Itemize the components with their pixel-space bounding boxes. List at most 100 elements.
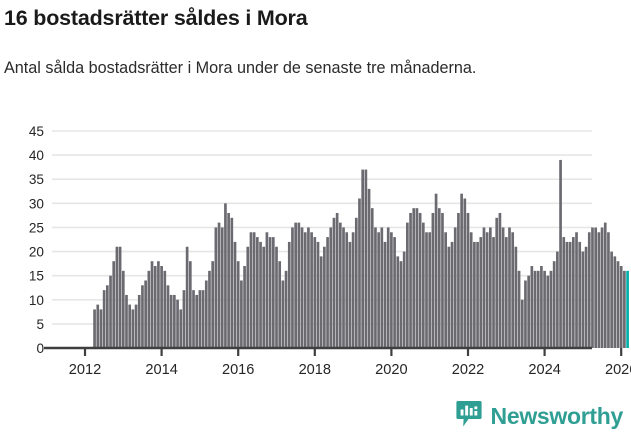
bar: [619, 266, 623, 348]
bar: [457, 212, 460, 348]
bar: [578, 241, 582, 348]
bar: [421, 222, 425, 348]
bar: [587, 232, 591, 348]
bar: [185, 246, 189, 348]
bar: [153, 266, 157, 348]
y-axis-tick-label: 10: [29, 293, 45, 308]
bar: [243, 266, 246, 348]
bar: [265, 232, 269, 348]
bar: [581, 251, 585, 348]
bar: [284, 270, 288, 348]
bar: [377, 232, 380, 348]
bar: [211, 261, 215, 348]
bar: [176, 299, 179, 348]
bar: [112, 261, 116, 348]
bar: [262, 246, 266, 348]
bar: [224, 203, 227, 348]
bar: [246, 246, 250, 348]
x-axis-tick-label: 2018: [299, 362, 331, 378]
y-axis-labels: 0 5 10 15 20 25 30 35 40 45: [29, 124, 45, 356]
bar: [536, 270, 540, 348]
y-axis-tick-label: 0: [36, 341, 44, 356]
bar: [393, 237, 396, 348]
bar: [390, 232, 393, 348]
bar: [584, 246, 588, 348]
bar: [287, 241, 291, 348]
bar: [252, 232, 256, 348]
bar: [125, 294, 128, 348]
bar: [409, 212, 412, 348]
bar: [188, 261, 192, 348]
y-axis-tick-label: 5: [36, 317, 44, 332]
bar: [348, 241, 352, 348]
bar: [386, 227, 390, 348]
brand-logo[interactable]: Newsworthy: [455, 400, 623, 433]
bar: [549, 270, 553, 348]
bar: [93, 309, 96, 348]
bar: [552, 261, 556, 348]
bar: [259, 241, 262, 348]
bar: [453, 227, 457, 348]
bar: [121, 270, 125, 348]
chart-plot-area: 0 5 10 15 20 25 30 35 40 45 2012 2014 2016 2018 2020 2…: [0, 118, 631, 386]
bar: [431, 212, 435, 348]
bar: [313, 237, 317, 348]
bar: [249, 232, 253, 348]
bar: [469, 232, 473, 348]
bar: [141, 285, 144, 348]
bar: [351, 232, 355, 348]
chart-footer: Newsworthy: [0, 396, 631, 439]
x-axis-tick-label: 2022: [452, 362, 484, 378]
bar: [396, 256, 400, 348]
bar: [447, 246, 451, 348]
bar: [128, 304, 132, 348]
bar: [195, 294, 199, 348]
bar: [476, 241, 479, 348]
bar: [303, 232, 307, 348]
bar: [504, 237, 508, 348]
y-axis-tick-label: 35: [29, 172, 44, 187]
bar: [173, 294, 176, 348]
bar: [323, 246, 326, 348]
y-axis-tick-label: 40: [29, 148, 45, 163]
bar: [597, 232, 601, 348]
bar: [418, 212, 422, 348]
bar: [482, 227, 486, 348]
bar: [236, 261, 240, 348]
chart-subtitle: Antal sålda bostadsrätter i Mora under d…: [4, 59, 477, 77]
bar: [150, 261, 154, 348]
bar: [230, 217, 234, 348]
bar: [508, 227, 511, 348]
bar: [383, 241, 387, 348]
bar: [144, 280, 147, 348]
bar: [623, 270, 626, 348]
bar: [571, 237, 575, 348]
bar: [428, 232, 432, 348]
bar: [106, 285, 109, 348]
bar: [335, 212, 339, 348]
bar: [134, 304, 138, 348]
bar: [268, 237, 272, 348]
bar: [109, 275, 112, 348]
bar: [498, 212, 502, 348]
bar: [342, 227, 345, 348]
bar: [345, 232, 349, 348]
x-axis-tick-label: 2024: [528, 362, 560, 378]
bar: [460, 193, 463, 348]
bar: [310, 232, 313, 348]
bar: [501, 227, 505, 348]
bar: [297, 222, 301, 348]
bar: [96, 304, 100, 348]
bar: [364, 169, 368, 348]
bar: [466, 212, 470, 348]
bar: [450, 241, 454, 348]
bar: [575, 232, 578, 348]
bar: [495, 217, 499, 348]
bar: [278, 261, 282, 348]
y-axis-tick-label: 45: [29, 124, 44, 139]
bar: [319, 256, 323, 348]
bar: [600, 227, 604, 348]
bar: [166, 285, 170, 348]
bar: [380, 227, 384, 348]
